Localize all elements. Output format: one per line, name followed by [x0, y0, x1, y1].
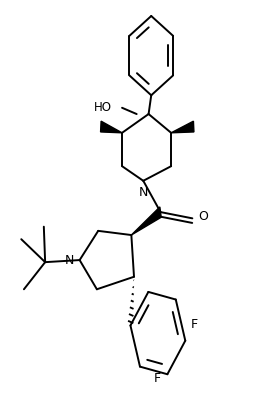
Polygon shape: [171, 121, 194, 133]
Text: HO: HO: [94, 101, 111, 114]
Text: F: F: [154, 372, 161, 385]
Polygon shape: [100, 121, 122, 133]
Text: F: F: [191, 318, 198, 331]
Text: N: N: [64, 254, 74, 267]
Polygon shape: [131, 207, 161, 235]
Text: N: N: [139, 186, 148, 199]
Text: O: O: [198, 210, 208, 223]
